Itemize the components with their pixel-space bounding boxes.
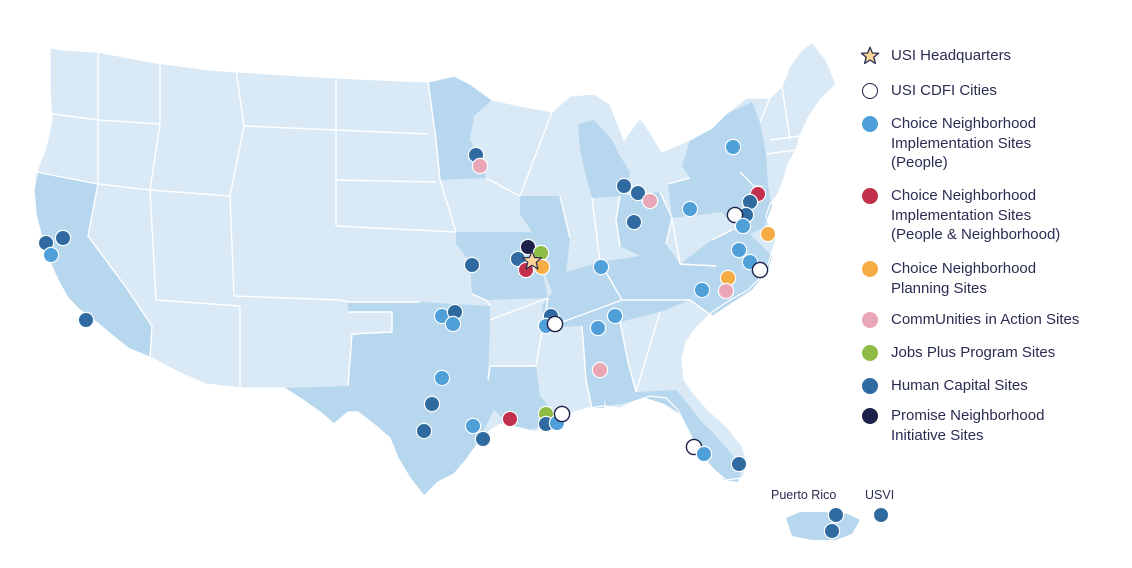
marker-dot [827, 506, 845, 524]
navy-dot-icon [860, 406, 880, 426]
marker-dot [474, 430, 492, 448]
marker-dot [592, 258, 610, 276]
legend-item-choice-people-neighborhood: Choice Neighborhood Implementation Sites… [860, 186, 1060, 245]
legend-label: CommUnities in Action Sites [891, 311, 1080, 328]
marker-dot [717, 282, 735, 300]
legend-label: Promise Neighborhood Initiative Sites [891, 407, 1045, 444]
cdfi-marker [546, 315, 564, 333]
red-dot-icon [860, 186, 880, 206]
legend-item-promise-neighborhood: Promise Neighborhood Initiative Sites [860, 406, 1044, 445]
cdfi-marker [726, 206, 744, 224]
cdfi-marker [751, 261, 769, 279]
usvi-label: USVI [865, 488, 895, 502]
marker-dot [501, 410, 519, 428]
marker-dot [463, 256, 481, 274]
marker-dot [759, 225, 777, 243]
marker-dot [433, 369, 451, 387]
marker-dot [734, 217, 752, 235]
orange-dot-icon [860, 259, 880, 279]
marker-dot [54, 229, 72, 247]
marker-dot [464, 417, 482, 435]
legend-label: Human Capital Sites [891, 377, 1028, 394]
green-dot-icon [860, 343, 880, 363]
marker-dot [591, 361, 609, 379]
legend-label: USI CDFI Cities [891, 82, 997, 99]
legend-item-choice-planning: Choice Neighborhood Planning Sites [860, 259, 1036, 298]
marker-dot [42, 246, 60, 264]
cdfi-marker [553, 405, 571, 423]
legend-label: Choice Neighborhood Planning Sites [891, 260, 1037, 297]
hollow-circle-icon [860, 81, 880, 101]
star-icon [860, 46, 880, 66]
legend-item-communities-in-action: CommUnities in Action Sites [860, 310, 1079, 330]
headquarters-star-icon [521, 250, 543, 270]
legend-item-cdfi: USI CDFI Cities [860, 81, 997, 101]
marker-dot [695, 445, 713, 463]
legend-label: USI Headquarters [891, 47, 1012, 64]
light-blue-dot-icon [860, 114, 880, 134]
legend-item-human-capital: Human Capital Sites [860, 376, 1028, 396]
pink-dot-icon [860, 310, 880, 330]
marker-dot [444, 315, 462, 333]
marker-dot [724, 138, 742, 156]
state-borders [33, 41, 837, 497]
legend-label: Choice Neighborhood Implementation Sites… [891, 187, 1061, 243]
legend-item-choice-people: Choice Neighborhood Implementation Sites… [860, 114, 1036, 173]
marker-dot [629, 184, 647, 202]
marker-dot [823, 522, 841, 540]
puerto-rico-label: Puerto Rico [771, 488, 837, 502]
marker-dot [615, 177, 633, 195]
site-markers [37, 138, 890, 540]
marker-dot [415, 422, 433, 440]
marker-dot [471, 157, 489, 175]
legend-item-hq: USI Headquarters [860, 46, 1011, 66]
marker-dot [77, 311, 95, 329]
marker-dot [589, 319, 607, 337]
marker-dot [423, 395, 441, 413]
legend-label: Choice Neighborhood Implementation Sites… [891, 115, 1037, 171]
legend-item-jobs-plus: Jobs Plus Program Sites [860, 343, 1055, 363]
marker-dot [625, 213, 643, 231]
marker-dot [872, 506, 890, 524]
legend-label: Jobs Plus Program Sites [891, 344, 1056, 361]
marker-dot [681, 200, 699, 218]
marker-dot [641, 192, 659, 210]
marker-dot [730, 241, 748, 259]
dark-blue-dot-icon [860, 376, 880, 396]
marker-dot [730, 455, 748, 473]
marker-dot [693, 281, 711, 299]
marker-dot [606, 307, 624, 325]
